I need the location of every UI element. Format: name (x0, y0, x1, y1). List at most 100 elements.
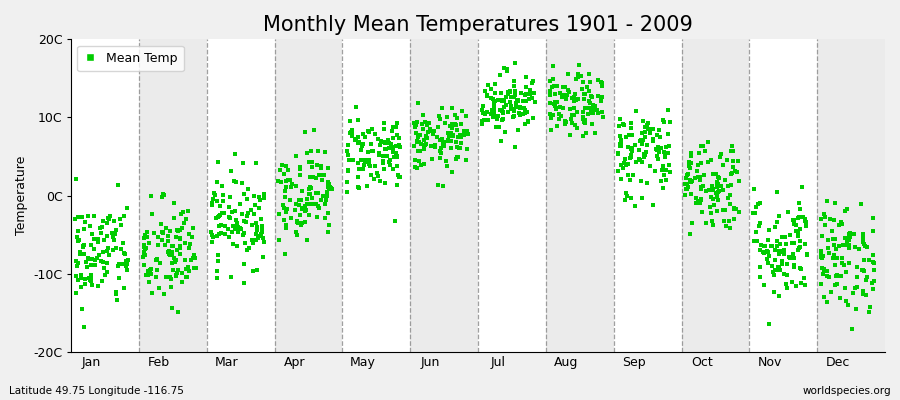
Point (302, 174, 317, 181)
Point (138, 251, 152, 258)
Point (163, 252, 177, 258)
Point (156, 228, 170, 235)
Point (442, 132, 456, 138)
Point (800, 252, 814, 258)
Point (225, 241, 239, 247)
Point (714, 183, 728, 189)
Point (279, 208, 293, 215)
Point (352, 185, 366, 191)
Point (624, 120, 638, 126)
Point (814, 254, 829, 261)
Point (550, 99, 564, 106)
Point (452, 145, 466, 151)
Point (772, 264, 787, 270)
Point (361, 157, 375, 164)
Point (389, 150, 403, 156)
Point (862, 309, 877, 315)
Point (685, 220, 699, 226)
Point (836, 242, 850, 248)
Point (621, 144, 635, 150)
Point (344, 130, 358, 136)
Point (783, 255, 797, 262)
Point (704, 156, 718, 163)
Point (543, 78, 557, 84)
Point (518, 121, 532, 128)
Point (795, 183, 809, 190)
Point (628, 203, 643, 209)
Point (110, 297, 124, 303)
Point (662, 162, 676, 169)
Point (474, 107, 489, 113)
Point (324, 184, 338, 191)
Point (304, 159, 319, 166)
Point (84, 242, 98, 248)
Point (441, 136, 455, 143)
Point (840, 239, 854, 245)
Point (632, 146, 646, 153)
Point (311, 148, 326, 154)
Point (493, 138, 508, 144)
Point (504, 102, 518, 109)
Point (547, 91, 562, 97)
Bar (614, 39, 681, 352)
Point (691, 198, 706, 204)
Point (436, 139, 451, 145)
Point (390, 132, 404, 138)
Point (770, 189, 784, 195)
Point (586, 102, 600, 109)
Point (323, 184, 338, 190)
Point (85, 277, 99, 284)
Point (107, 218, 122, 224)
Point (137, 248, 151, 255)
Point (277, 188, 292, 194)
Point (238, 240, 252, 246)
Point (619, 189, 634, 196)
Point (860, 274, 874, 280)
Point (681, 162, 696, 169)
Point (284, 184, 298, 190)
Point (841, 302, 855, 308)
Point (204, 200, 219, 206)
Point (376, 160, 391, 166)
Point (363, 163, 377, 170)
Point (506, 114, 520, 120)
Point (431, 124, 446, 130)
Point (445, 124, 459, 131)
Point (652, 126, 666, 133)
Point (348, 103, 363, 110)
Point (521, 119, 535, 125)
Point (526, 115, 540, 121)
Point (117, 213, 131, 220)
Point (342, 157, 356, 163)
Point (184, 234, 199, 241)
Point (105, 232, 120, 239)
Point (611, 151, 625, 157)
Point (94, 230, 109, 236)
Point (712, 188, 726, 194)
Point (816, 294, 831, 300)
Point (107, 230, 122, 236)
Title: Monthly Mean Temperatures 1901 - 2009: Monthly Mean Temperatures 1901 - 2009 (263, 15, 693, 35)
Point (814, 254, 828, 260)
Point (652, 149, 666, 156)
Point (325, 186, 339, 192)
Point (820, 198, 834, 204)
Point (279, 225, 293, 231)
Point (421, 129, 436, 136)
Point (142, 267, 157, 274)
Bar (342, 39, 410, 352)
Point (776, 248, 790, 255)
Legend: Mean Temp: Mean Temp (77, 46, 184, 71)
Point (169, 273, 184, 280)
Point (785, 278, 799, 285)
Point (239, 213, 254, 219)
Point (69, 290, 84, 296)
Point (450, 115, 464, 121)
Point (112, 275, 126, 281)
Point (362, 128, 376, 135)
Point (76, 244, 90, 250)
Point (459, 112, 473, 119)
Point (317, 172, 331, 178)
Point (772, 212, 787, 219)
Point (229, 217, 243, 223)
